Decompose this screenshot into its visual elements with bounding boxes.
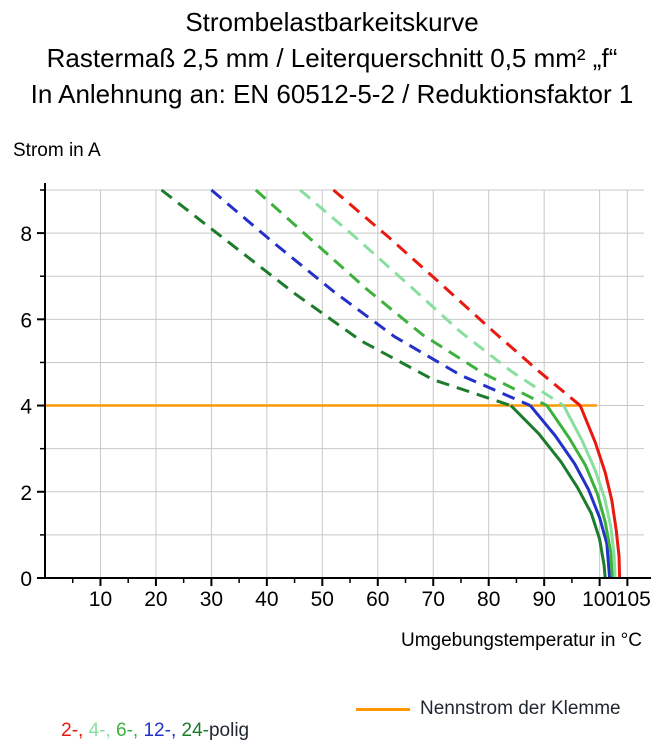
legend-pole-6: 6-, (116, 720, 144, 740)
series-2-polig-solid (578, 404, 622, 579)
chart-title-line-3: In Anlehnung an: EN 60512-5-2 / Reduktio… (30, 79, 634, 109)
x-tick-label: 50 (311, 588, 334, 611)
y-tick-label: 4 (20, 396, 32, 419)
series-2-polig-dashed (332, 188, 582, 407)
legend-pole-2: 2-, (61, 720, 89, 740)
x-tick-label: 20 (144, 588, 167, 611)
nennstrom-line-sample (356, 707, 410, 711)
legend-nennstrom: Nennstrom der Klemme (356, 698, 621, 720)
series-24-polig-dashed (160, 188, 512, 407)
y-tick-label: 8 (20, 223, 32, 246)
y-tick-label: 6 (20, 309, 32, 332)
legend-pole-24: 24- (181, 720, 209, 740)
legend-poles: 2-, 4-, 6-, 12-, 24-polig (40, 698, 249, 740)
series-24-polig-solid (509, 404, 607, 579)
series-4-polig-solid (562, 404, 617, 579)
y-tick-label: 2 (20, 482, 32, 505)
x-tick-label: 70 (422, 588, 445, 611)
x-tick-label: 100 (582, 588, 617, 611)
legend-pole-list: 2-, 4-, 6-, 12-, 24- (61, 720, 209, 740)
nennstrom-label: Nennstrom der Klemme (420, 698, 621, 719)
series-12-polig-solid (529, 404, 612, 579)
chart-title-line-1: Strombelastbarkeitskurve (185, 7, 479, 37)
x-tick-label: 30 (200, 588, 223, 611)
series-4-polig-dashed (299, 188, 565, 407)
chart-title: Strombelastbarkeitskurve Rastermaß 2,5 m… (0, 4, 664, 112)
series-12-polig-dashed (210, 188, 531, 407)
x-tick-label: 40 (255, 588, 278, 611)
x-tick-label: 60 (366, 588, 389, 611)
x-tick-label: 80 (477, 588, 500, 611)
chart-title-line-2: Rastermaß 2,5 mm / Leiterquerschnitt 0,5… (46, 43, 618, 73)
legend-pole-4: 4-, (88, 720, 117, 740)
legend-poles-suffix: polig (208, 720, 250, 740)
series-6-polig-solid (545, 404, 614, 579)
series-6-polig-dashed (254, 188, 548, 407)
legend-pole-12: 12-, (143, 720, 182, 740)
x-axis-label: Umgebungstemperatur in °C (401, 630, 642, 651)
x-tick-label: 10 (89, 588, 112, 611)
y-axis-label: Strom in A (13, 140, 101, 161)
x-tick-label: 90 (532, 588, 555, 611)
x-tick-label: 105 (616, 588, 651, 611)
y-tick-label: 0 (20, 568, 32, 591)
